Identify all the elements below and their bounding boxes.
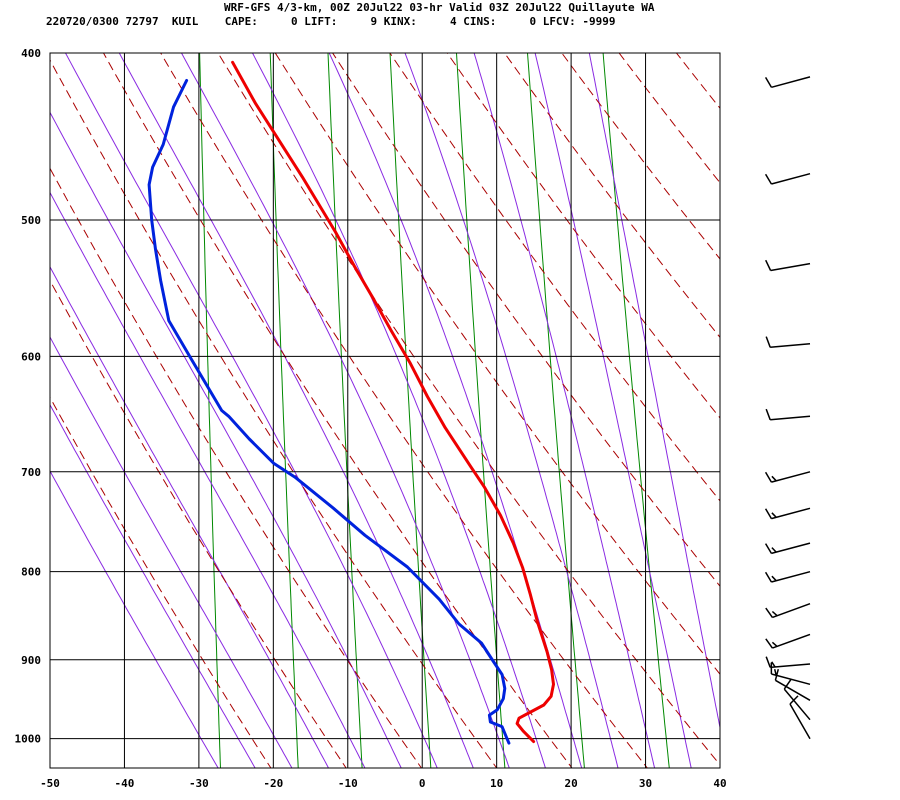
dry-adiabat — [50, 279, 347, 768]
wind-barb — [765, 602, 811, 619]
moist-adiabat — [251, 53, 546, 768]
x-tick-label: 20 — [564, 777, 577, 790]
wind-barb — [764, 507, 811, 520]
y-tick-label: 800 — [21, 566, 41, 579]
mixing-ratio-lines — [199, 53, 670, 768]
grid — [49, 52, 721, 769]
y-tick-label: 900 — [21, 654, 41, 667]
dry-adiabat — [102, 53, 573, 768]
x-tick-label: -50 — [40, 777, 60, 790]
x-tick-label: 40 — [713, 777, 726, 790]
x-tick-label: 0 — [419, 777, 426, 790]
dewpoint-profile-line — [147, 79, 511, 745]
y-tick-label: 1000 — [15, 733, 42, 746]
moist-adiabat — [328, 53, 583, 768]
moist-adiabat — [50, 403, 256, 768]
dry-adiabat — [873, 15, 900, 783]
profile-series — [147, 60, 555, 745]
moist-adiabat — [50, 191, 366, 768]
dry-adiabat — [446, 53, 720, 419]
mixing-ratio-line — [269, 53, 299, 768]
wind-barb — [765, 336, 811, 349]
mixing-ratio-line — [602, 53, 670, 768]
dry-adiabat — [50, 167, 423, 768]
wind-barb — [764, 471, 811, 483]
moist-adiabat — [50, 469, 219, 768]
wind-barb — [789, 695, 811, 740]
moist-adiabat — [64, 53, 438, 768]
dry-adiabat — [561, 53, 720, 260]
x-tick-label: 10 — [490, 777, 503, 790]
wind-barbs — [764, 76, 811, 740]
axis-ticks: -50 -40 -30 -20 -10 0 10 20 30 40 400 500 600 700 800 9… — [15, 47, 727, 790]
plot-frame — [49, 52, 721, 769]
dry-adiabat — [389, 53, 720, 502]
moist-adiabat — [118, 53, 474, 768]
dry-adiabat — [217, 53, 720, 766]
x-tick-label: -20 — [263, 777, 283, 790]
dry-adiabat — [332, 53, 720, 588]
mixing-ratio-line — [199, 53, 222, 768]
dry-adiabat — [816, 15, 900, 783]
dry-adiabats — [50, 15, 900, 783]
x-tick-label: 30 — [639, 777, 652, 790]
y-tick-label: 600 — [21, 350, 41, 363]
mixing-ratio-line — [389, 53, 432, 768]
wind-barb — [765, 259, 811, 272]
dry-adiabat — [50, 59, 498, 768]
mixing-ratio-line — [455, 53, 506, 768]
dry-adiabat — [50, 396, 272, 768]
wind-barb — [764, 570, 811, 583]
dry-adiabat — [703, 15, 900, 783]
wind-barb — [765, 633, 811, 649]
wind-barb — [764, 542, 811, 555]
moist-adiabats — [50, 53, 720, 768]
moist-adiabat — [180, 53, 510, 768]
sounding-indices: 220720/0300 72797 KUIL CAPE: 0 LIFT: 9 K… — [46, 15, 616, 28]
mixing-ratio-line — [327, 53, 363, 768]
wind-barb — [783, 679, 811, 721]
dry-adiabat — [274, 53, 720, 675]
wind-barb — [770, 662, 811, 686]
moist-adiabat — [404, 53, 619, 768]
x-tick-label: -10 — [338, 777, 358, 790]
x-tick-label: -40 — [115, 777, 135, 790]
dry-adiabat — [160, 53, 648, 768]
moist-adiabat — [50, 265, 330, 768]
mixing-ratio-line — [526, 53, 585, 768]
moist-adiabat — [473, 53, 656, 768]
wind-barb — [764, 76, 811, 89]
wind-barb — [765, 408, 811, 421]
dry-adiabat — [618, 53, 720, 184]
y-tick-label: 500 — [21, 214, 41, 227]
y-tick-label: 400 — [21, 47, 41, 60]
moist-adiabat — [50, 336, 293, 768]
y-tick-label: 700 — [21, 466, 41, 479]
wind-barb — [764, 172, 811, 185]
chart-title: WRF-GFS 4/3-km, 00Z 20Jul22 03-hr Valid … — [224, 1, 655, 14]
wind-barb — [765, 656, 811, 669]
moist-adiabat — [50, 111, 402, 768]
x-tick-label: -30 — [189, 777, 209, 790]
wind-barb — [774, 669, 811, 701]
temperature-profile-line — [231, 60, 555, 744]
moist-adiabat — [588, 53, 720, 731]
dry-adiabat — [503, 53, 720, 339]
